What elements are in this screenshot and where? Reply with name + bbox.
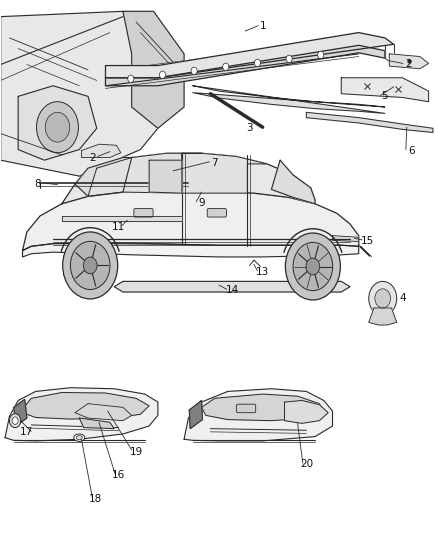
Text: 16: 16 <box>112 470 125 480</box>
Polygon shape <box>75 403 132 421</box>
Polygon shape <box>106 45 385 86</box>
Polygon shape <box>14 399 27 426</box>
Polygon shape <box>114 281 350 292</box>
Polygon shape <box>106 33 394 78</box>
Circle shape <box>191 67 197 75</box>
Text: 13: 13 <box>256 267 269 277</box>
FancyBboxPatch shape <box>207 208 226 217</box>
Polygon shape <box>62 154 315 204</box>
Polygon shape <box>149 160 182 193</box>
Circle shape <box>159 71 166 78</box>
Polygon shape <box>193 86 385 114</box>
Polygon shape <box>306 112 433 133</box>
Circle shape <box>286 55 292 62</box>
Polygon shape <box>285 400 328 423</box>
Ellipse shape <box>74 434 85 441</box>
Circle shape <box>369 281 397 316</box>
Circle shape <box>83 257 97 274</box>
Polygon shape <box>332 236 359 241</box>
Polygon shape <box>369 308 397 325</box>
Text: 2: 2 <box>406 60 412 69</box>
Circle shape <box>71 241 110 289</box>
Text: 7: 7 <box>211 158 218 168</box>
FancyBboxPatch shape <box>237 404 256 413</box>
Circle shape <box>10 414 21 427</box>
Text: 9: 9 <box>198 198 205 208</box>
Circle shape <box>12 417 18 424</box>
Text: 11: 11 <box>112 222 125 232</box>
Polygon shape <box>75 158 132 196</box>
Circle shape <box>286 233 340 300</box>
Text: 19: 19 <box>129 447 143 456</box>
Circle shape <box>293 243 333 290</box>
Text: 2: 2 <box>89 152 95 163</box>
Polygon shape <box>123 11 184 128</box>
Text: 15: 15 <box>361 236 374 246</box>
Polygon shape <box>184 389 332 441</box>
Circle shape <box>223 63 229 70</box>
Circle shape <box>306 258 320 275</box>
Text: 17: 17 <box>19 427 33 438</box>
Circle shape <box>375 289 391 308</box>
Circle shape <box>318 51 324 59</box>
Circle shape <box>45 112 70 142</box>
Polygon shape <box>1 11 184 176</box>
Polygon shape <box>88 154 201 196</box>
Text: 14: 14 <box>226 286 239 295</box>
Polygon shape <box>341 78 428 102</box>
Polygon shape <box>22 190 359 251</box>
Text: 20: 20 <box>300 459 313 469</box>
Polygon shape <box>22 243 359 257</box>
Text: 18: 18 <box>89 494 102 504</box>
Circle shape <box>63 232 118 299</box>
Circle shape <box>128 75 134 83</box>
Circle shape <box>254 59 261 67</box>
Text: 6: 6 <box>408 146 414 156</box>
Circle shape <box>36 102 78 153</box>
Text: 4: 4 <box>399 293 406 303</box>
Text: 1: 1 <box>259 21 266 31</box>
Polygon shape <box>189 400 202 429</box>
Polygon shape <box>182 154 267 193</box>
Polygon shape <box>81 144 121 158</box>
Text: 3: 3 <box>246 123 253 133</box>
Polygon shape <box>22 392 149 419</box>
Polygon shape <box>389 54 428 69</box>
Polygon shape <box>5 387 158 441</box>
Polygon shape <box>272 160 315 204</box>
Text: 5: 5 <box>381 91 388 101</box>
Polygon shape <box>201 394 324 421</box>
Polygon shape <box>79 418 114 429</box>
FancyBboxPatch shape <box>134 208 153 217</box>
Polygon shape <box>18 86 97 160</box>
Ellipse shape <box>76 435 82 440</box>
Polygon shape <box>62 216 182 221</box>
Text: 8: 8 <box>35 179 41 189</box>
